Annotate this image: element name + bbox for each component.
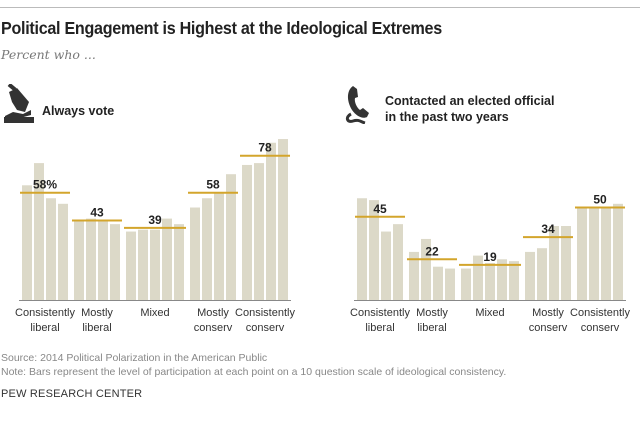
bar xyxy=(242,164,252,300)
bar xyxy=(278,139,288,300)
source-note: Source: 2014 Political Polarization in t… xyxy=(1,352,268,364)
category-label: conserv xyxy=(246,322,285,334)
average-label: 45 xyxy=(373,202,387,216)
category-label: Mostly xyxy=(532,307,564,319)
bar xyxy=(46,198,56,300)
bar xyxy=(461,268,471,300)
bar xyxy=(381,231,391,300)
category-label: Consistently xyxy=(15,307,75,319)
bar xyxy=(497,259,507,300)
panel-title-always-vote: Always vote xyxy=(42,104,115,118)
bar xyxy=(174,224,184,300)
telephone-icon xyxy=(345,86,369,124)
bar xyxy=(98,220,108,300)
category-label: Mostly xyxy=(197,307,229,319)
category-label: Consistently xyxy=(235,307,295,319)
bar xyxy=(138,229,148,300)
average-label: 78 xyxy=(258,141,272,155)
ballot-vote-icon xyxy=(4,84,34,123)
bar xyxy=(485,263,495,300)
bar-charts: 58% Consistently liberal 43 Mostly liberal 39 M… xyxy=(15,139,630,334)
bar xyxy=(266,142,276,300)
bar xyxy=(357,198,367,300)
category-label: Consistently xyxy=(350,307,410,319)
average-label: 22 xyxy=(425,244,439,258)
average-label: 58 xyxy=(206,178,220,192)
bar xyxy=(254,163,264,300)
average-label: 43 xyxy=(90,205,104,219)
category-label: conserv xyxy=(194,322,233,334)
panel-title-line: in the past two years xyxy=(385,110,509,124)
category-label: liberal xyxy=(82,322,111,334)
average-label: 19 xyxy=(483,250,497,264)
category-label: liberal xyxy=(417,322,446,334)
bar xyxy=(34,163,44,300)
chart-subtitle: Percent who ... xyxy=(1,47,96,62)
bar xyxy=(86,218,96,300)
bar xyxy=(433,266,443,300)
bar xyxy=(190,207,200,300)
top-rule xyxy=(0,7,640,8)
bar xyxy=(58,203,68,300)
bar xyxy=(393,224,403,300)
bar xyxy=(369,200,379,300)
bar xyxy=(202,198,212,300)
bar xyxy=(22,185,32,300)
bar xyxy=(537,248,547,300)
panel-title-line: Contacted an elected official xyxy=(385,94,555,108)
bar xyxy=(214,192,224,300)
bar xyxy=(409,251,419,300)
pew-logo-text: PEW RESEARCH CENTER xyxy=(1,388,143,400)
panel-title-contacted-official: Contacted an elected official in the pas… xyxy=(385,93,554,125)
category-label: liberal xyxy=(365,322,394,334)
bar xyxy=(525,251,535,300)
bar xyxy=(613,203,623,300)
category-label: conserv xyxy=(529,322,568,334)
chart-title: Political Engagement is Highest at the I… xyxy=(1,18,442,38)
bar xyxy=(445,268,455,300)
category-label: conserv xyxy=(581,322,620,334)
bar xyxy=(74,220,84,300)
bar xyxy=(110,224,120,300)
footnote: Note: Bars represent the level of partic… xyxy=(1,366,507,378)
bar xyxy=(589,207,599,300)
bar xyxy=(601,207,611,300)
category-label: Consistently xyxy=(570,307,630,319)
category-label: Mostly xyxy=(81,307,113,319)
average-label: 34 xyxy=(541,222,555,236)
category-label: Mixed xyxy=(475,307,504,319)
bar xyxy=(421,238,431,300)
bar xyxy=(577,207,587,300)
average-label: 39 xyxy=(148,213,162,227)
bar xyxy=(473,255,483,300)
category-label: Mostly xyxy=(416,307,448,319)
bar xyxy=(561,226,571,300)
average-label: 58% xyxy=(33,178,57,192)
bar xyxy=(150,229,160,300)
average-label: 50 xyxy=(593,193,607,207)
bar xyxy=(126,231,136,300)
bar xyxy=(226,174,236,300)
bar xyxy=(162,218,172,300)
category-label: liberal xyxy=(30,322,59,334)
bar xyxy=(509,261,519,300)
category-label: Mixed xyxy=(140,307,169,319)
bar xyxy=(549,226,559,300)
